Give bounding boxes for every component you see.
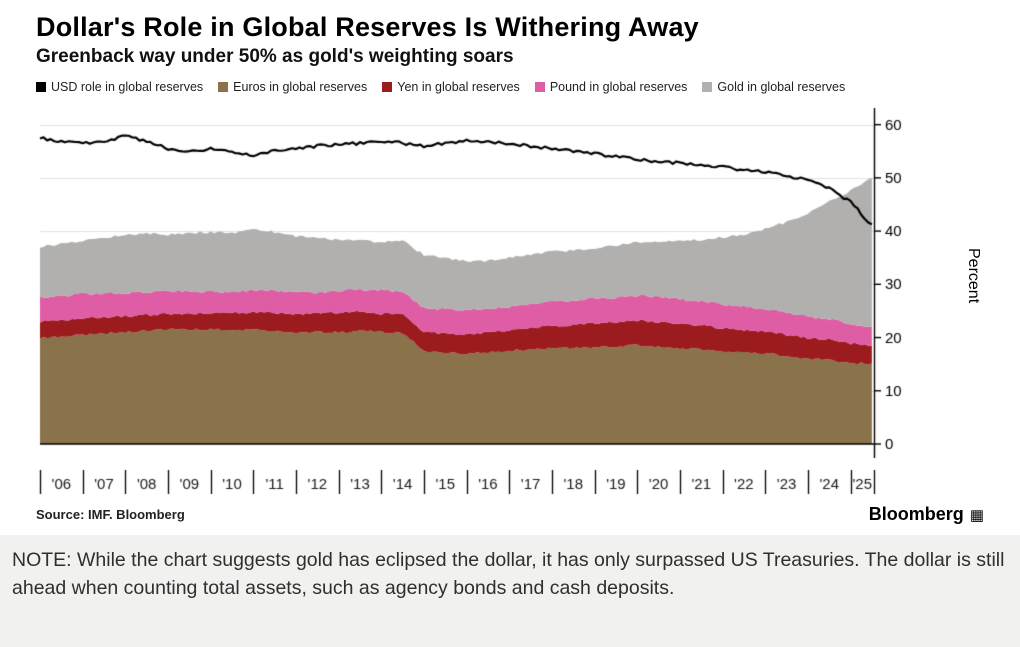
bloomberg-brand: Bloomberg ▦ (869, 504, 984, 525)
bloomberg-logo-icon: ▦ (969, 506, 984, 524)
legend-item-pound: Pound in global reserves (534, 80, 688, 94)
chart-card: Dollar's Role in Global Reserves Is With… (0, 0, 1020, 535)
legend-label-yen: Yen in global reserves (397, 80, 520, 94)
legend-swatch-euros-icon (218, 82, 229, 92)
chart-title: Dollar's Role in Global Reserves Is With… (36, 12, 699, 42)
legend-item-usd: USD role in global reserves (36, 80, 203, 94)
chart-legend: USD role in global reserves Euros in glo… (36, 80, 984, 94)
y-axis-label: Percent (965, 248, 982, 304)
chart-subtitle: Greenback way under 50% as gold's weight… (36, 46, 514, 67)
legend-item-yen: Yen in global reserves (382, 80, 520, 94)
bloomberg-logo-text: Bloomberg (868, 504, 964, 524)
legend-swatch-gold-icon (702, 82, 713, 92)
chart-footer: Source: IMF. Bloomberg Bloomberg ▦ (36, 504, 984, 529)
legend-swatch-pound-icon (534, 82, 545, 92)
reserves-stacked-area-chart (36, 100, 984, 502)
editor-note: NOTE: While the chart suggests gold has … (0, 535, 1020, 613)
source-attribution: Source: IMF. Bloomberg (36, 507, 185, 522)
legend-swatch-yen-icon (382, 82, 393, 92)
legend-item-euros: Euros in global reserves (218, 80, 367, 94)
legend-label-usd: USD role in global reserves (51, 80, 204, 94)
legend-label-euros: Euros in global reserves (233, 80, 368, 94)
legend-label-gold: Gold in global reserves (717, 80, 846, 94)
chart-plot-area: Percent (36, 100, 984, 502)
legend-label-pound: Pound in global reserves (549, 80, 688, 94)
legend-item-gold: Gold in global reserves (702, 80, 845, 94)
legend-swatch-usd-icon (36, 82, 46, 92)
